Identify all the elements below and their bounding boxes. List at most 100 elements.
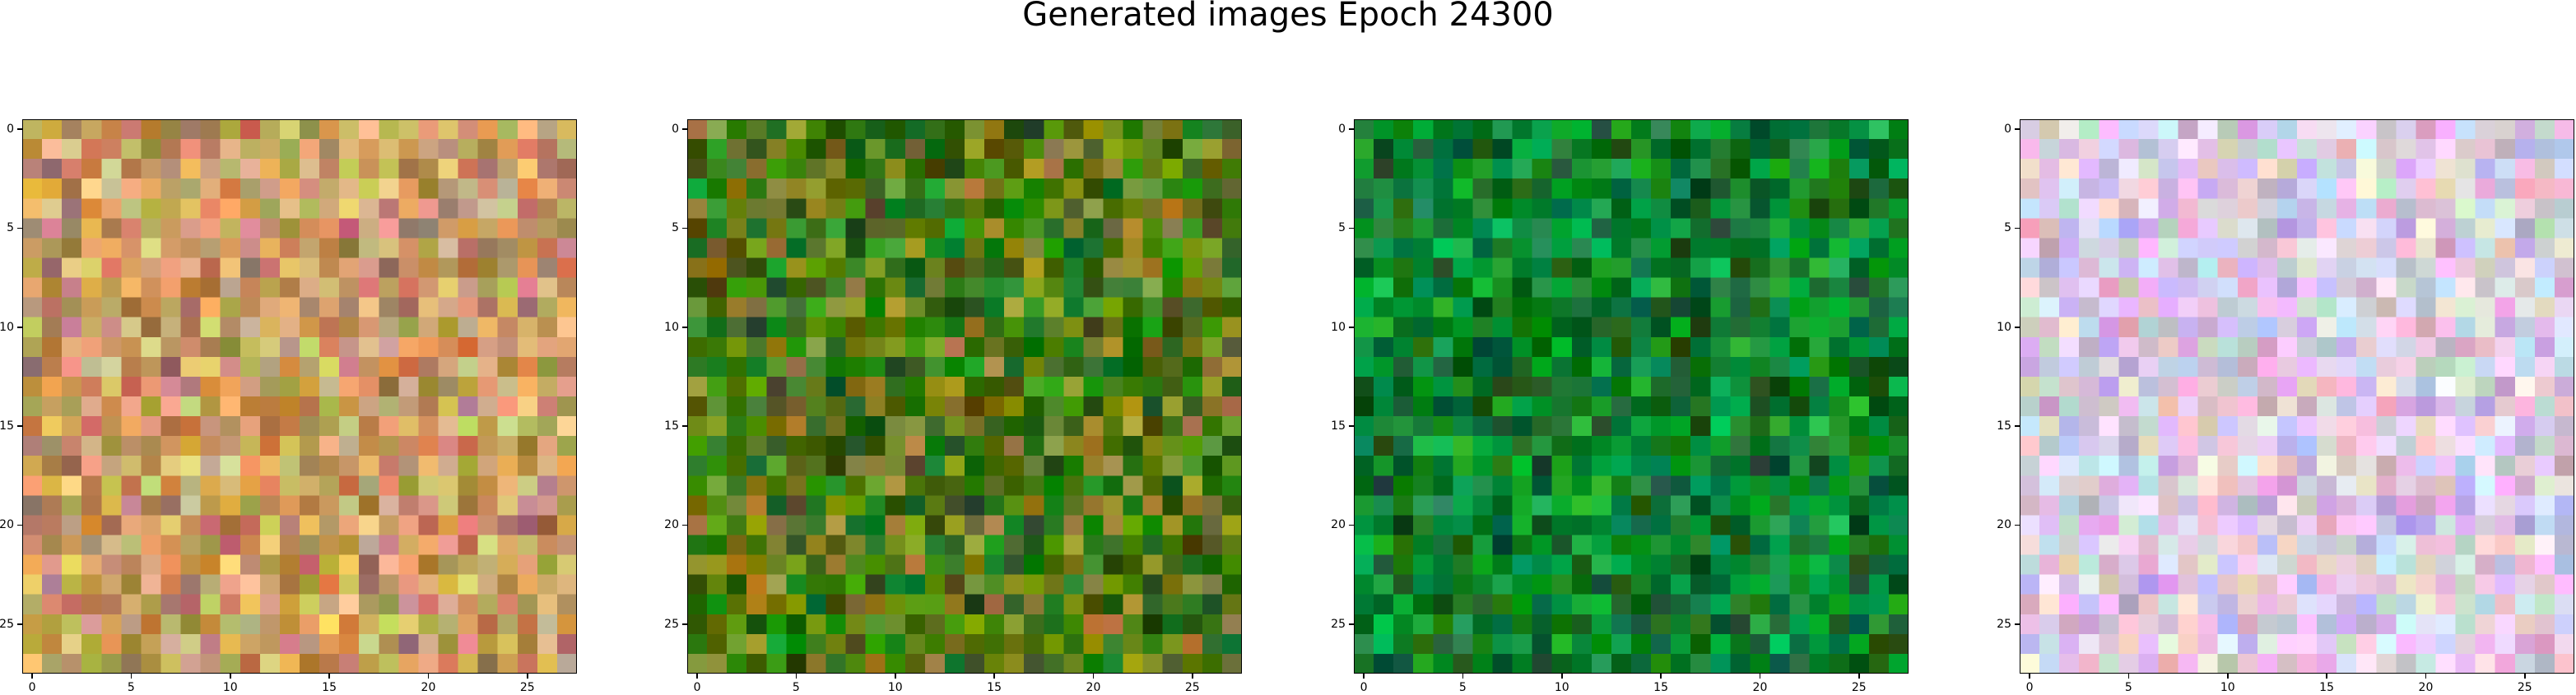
y-tick-mark <box>17 524 22 526</box>
x-tick-label: 25 <box>1851 681 1867 694</box>
x-tick-label: 25 <box>2517 681 2532 694</box>
x-tick-mark <box>230 674 231 679</box>
x-tick-label: 15 <box>1653 681 1668 694</box>
x-tick-mark <box>2425 674 2427 679</box>
y-tick-mark <box>682 327 687 328</box>
y-tick-label: 25 <box>1997 617 2011 631</box>
y-tick-mark <box>2015 227 2020 229</box>
y-tick-mark <box>2015 327 2020 328</box>
x-tick-label: 15 <box>987 681 1002 694</box>
x-tick-label: 10 <box>222 681 238 694</box>
x-tick-mark <box>2326 674 2327 679</box>
y-tick-label: 5 <box>2004 221 2011 235</box>
y-tick-mark <box>682 425 687 427</box>
x-tick-mark <box>2227 674 2229 679</box>
y-tick-label: 10 <box>0 320 14 334</box>
x-tick-label: 10 <box>887 681 903 694</box>
x-tick-mark <box>696 674 698 679</box>
y-tick-label: 5 <box>672 221 679 235</box>
y-tick-label: 15 <box>1331 419 1346 433</box>
x-tick-mark <box>1192 674 1193 679</box>
y-tick-mark <box>17 623 22 625</box>
y-tick-mark <box>17 128 22 130</box>
y-tick-mark <box>2015 128 2020 130</box>
x-tick-label: 0 <box>28 681 36 694</box>
x-tick-mark <box>328 674 330 679</box>
x-tick-label: 10 <box>2220 681 2235 694</box>
y-tick-mark <box>17 425 22 427</box>
y-tick-label: 10 <box>1331 320 1346 334</box>
x-tick-label: 5 <box>792 681 800 694</box>
y-tick-label: 20 <box>664 518 679 532</box>
y-tick-mark <box>682 623 687 625</box>
x-tick-mark <box>427 674 430 679</box>
y-tick-mark <box>1349 128 1354 130</box>
y-tick-mark <box>2015 425 2020 427</box>
x-tick-label: 20 <box>1086 681 1101 694</box>
image-panel-2-pixels <box>687 119 1242 674</box>
y-tick-mark <box>1349 524 1354 526</box>
x-tick-mark <box>130 674 133 679</box>
y-tick-mark <box>17 227 22 229</box>
y-tick-mark <box>2015 524 2020 526</box>
x-tick-mark <box>895 674 896 679</box>
y-tick-mark <box>682 524 687 526</box>
x-tick-mark <box>1759 674 1761 679</box>
x-tick-label: 5 <box>2124 681 2132 694</box>
x-tick-mark <box>1660 674 1662 679</box>
x-tick-label: 15 <box>2319 681 2334 694</box>
y-tick-label: 10 <box>664 320 679 334</box>
x-tick-mark <box>2524 674 2526 679</box>
y-tick-mark <box>17 327 22 328</box>
x-tick-label: 5 <box>1458 681 1467 694</box>
image-panel-1-pixels <box>22 119 577 674</box>
y-tick-label: 25 <box>664 617 679 631</box>
y-tick-label: 5 <box>7 221 14 235</box>
x-tick-mark <box>1858 674 1860 679</box>
y-tick-label: 25 <box>1331 617 1346 631</box>
x-tick-label: 25 <box>519 681 535 694</box>
x-tick-label: 15 <box>322 681 337 694</box>
y-tick-mark <box>2015 623 2020 625</box>
y-tick-label: 10 <box>1997 320 2011 334</box>
y-tick-label: 0 <box>7 123 14 137</box>
figure-title: Generated images Epoch 24300 <box>1022 0 1554 34</box>
x-tick-label: 20 <box>1752 681 1768 694</box>
x-tick-mark <box>1462 674 1464 679</box>
x-tick-mark <box>1092 674 1095 679</box>
image-panel-3-pixels <box>1354 119 1909 674</box>
y-tick-label: 0 <box>1338 123 1346 137</box>
y-tick-label: 20 <box>1331 518 1346 532</box>
x-tick-label: 0 <box>2025 681 2034 694</box>
x-tick-mark <box>31 674 33 679</box>
y-tick-mark <box>682 128 687 130</box>
y-tick-label: 15 <box>664 419 679 433</box>
x-tick-label: 20 <box>421 681 436 694</box>
x-tick-mark <box>2127 674 2130 679</box>
y-tick-label: 15 <box>1997 419 2011 433</box>
y-tick-mark <box>1349 227 1354 229</box>
y-tick-label: 0 <box>2004 123 2011 137</box>
y-tick-label: 15 <box>0 419 14 433</box>
y-tick-label: 20 <box>1997 518 2011 532</box>
y-tick-mark <box>682 227 687 229</box>
x-tick-label: 10 <box>1554 681 1569 694</box>
x-tick-label: 0 <box>693 681 701 694</box>
y-tick-mark <box>1349 425 1354 427</box>
y-tick-label: 0 <box>672 123 679 137</box>
x-tick-mark <box>2029 674 2030 679</box>
y-tick-mark <box>1349 623 1354 625</box>
x-tick-mark <box>527 674 528 679</box>
x-tick-mark <box>795 674 797 679</box>
y-tick-label: 25 <box>0 617 14 631</box>
y-tick-label: 20 <box>0 518 14 532</box>
y-tick-mark <box>1349 327 1354 328</box>
x-tick-mark <box>993 674 995 679</box>
y-tick-label: 5 <box>1338 221 1346 235</box>
x-tick-label: 5 <box>127 681 135 694</box>
x-tick-label: 20 <box>2418 681 2434 694</box>
image-panel-4-pixels <box>2020 119 2574 674</box>
x-tick-label: 0 <box>1360 681 1368 694</box>
x-tick-mark <box>1561 674 1563 679</box>
x-tick-mark <box>1363 674 1365 679</box>
